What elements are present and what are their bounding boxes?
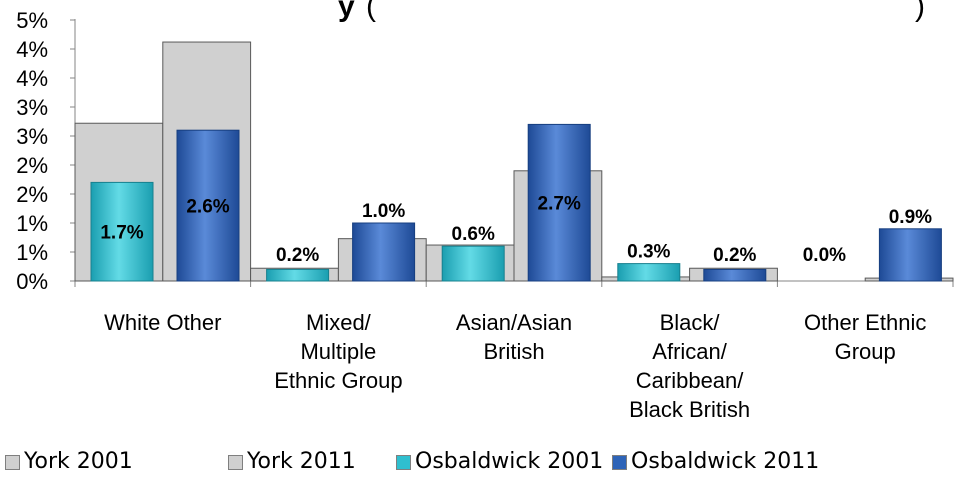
chart: y ( ) 0% 1% 1% 2% 2% 3% 3% 4% 4% 5% White Other Mix… [16, 0, 954, 422]
data-label-osbaldwick-2011: 2.7% [538, 194, 581, 215]
bar-osbaldwick-2011 [176, 129, 240, 282]
bar-osbaldwick-2011 [527, 123, 591, 282]
chart-title-close: ) [915, 0, 925, 23]
y-tick-label: 2% [16, 153, 48, 178]
data-label-osbaldwick-2011: 0.9% [889, 207, 932, 228]
data-label-osbaldwick-2011: 2.6% [186, 197, 229, 218]
y-tick-label: 1% [16, 211, 48, 236]
label-layer: 1.7% 2.6% 0.2% 1.0% 0.6% 2.7% 0.3% 0.2% 0.0% 0.9% [100, 194, 932, 266]
x-category-label: Mixed/ [306, 310, 372, 335]
legend-item: York 2001 [5, 448, 133, 476]
legend-swatch [228, 454, 243, 470]
x-category-label: Multiple [300, 339, 376, 364]
bar-osbaldwick-2001 [617, 263, 681, 282]
x-category-label: Black/ [660, 310, 721, 335]
data-label-osbaldwick-2001: 0.6% [452, 224, 495, 245]
data-label-osbaldwick-2011: 0.2% [713, 245, 756, 266]
bar-osbaldwick-2011 [878, 228, 942, 282]
data-label-osbaldwick-2011: 1.0% [362, 201, 405, 222]
y-tick-label: 0% [16, 269, 48, 294]
data-label-osbaldwick-2001: 0.0% [803, 245, 846, 266]
y-tick-label: 2% [16, 182, 48, 207]
bar-osbaldwick-2001 [266, 268, 330, 282]
y-tick-label: 3% [16, 95, 48, 120]
legend-label: Osbaldwick 2001 [415, 449, 604, 474]
legend-item: Osbaldwick 2011 [612, 448, 819, 476]
data-label-osbaldwick-2001: 0.2% [276, 245, 319, 266]
x-category-label: Ethnic Group [274, 368, 402, 393]
x-category-label: Asian/Asian [456, 310, 572, 335]
y-tick-label: 5% [16, 8, 48, 33]
bar-osbaldwick-2001 [90, 181, 154, 282]
legend-label: York 2001 [24, 449, 133, 474]
x-category-label: Black British [629, 397, 750, 422]
chart-title: y [338, 0, 355, 23]
legend-swatch [396, 454, 411, 470]
bar-osbaldwick-2001 [441, 245, 505, 282]
x-category-label: African/ [652, 339, 727, 364]
y-tick-label: 1% [16, 240, 48, 265]
legend: York 2001 York 2011 Osbaldwick 2001 Osbaldw… [0, 448, 955, 477]
y-tick-label: 4% [16, 66, 48, 91]
data-label-osbaldwick-2001: 0.3% [627, 242, 670, 263]
legend-item: York 2011 [228, 448, 356, 476]
x-category-label: Group [835, 339, 896, 364]
legend-label: Osbaldwick 2011 [631, 449, 820, 474]
data-label-osbaldwick-2001: 1.7% [100, 223, 143, 244]
x-category-label: Other Ethnic [804, 310, 926, 335]
x-category-label: White Other [104, 310, 221, 335]
bar-osbaldwick-2011 [703, 268, 767, 282]
x-category-label: British [483, 339, 544, 364]
legend-swatch [5, 454, 20, 470]
y-tick-label: 4% [16, 37, 48, 62]
y-tick-label: 3% [16, 124, 48, 149]
bar-osbaldwick-2011 [352, 222, 416, 282]
bar-layer [74, 41, 954, 282]
x-category-label: Caribbean/ [636, 368, 745, 393]
chart-title-open: ( [366, 0, 376, 23]
legend-item: Osbaldwick 2001 [396, 448, 603, 476]
axis-layer: 0% 1% 1% 2% 2% 3% 3% 4% 4% 5% White Other Mixed/Mul… [16, 8, 954, 422]
legend-swatch [612, 454, 627, 470]
legend-label: York 2011 [247, 449, 356, 474]
